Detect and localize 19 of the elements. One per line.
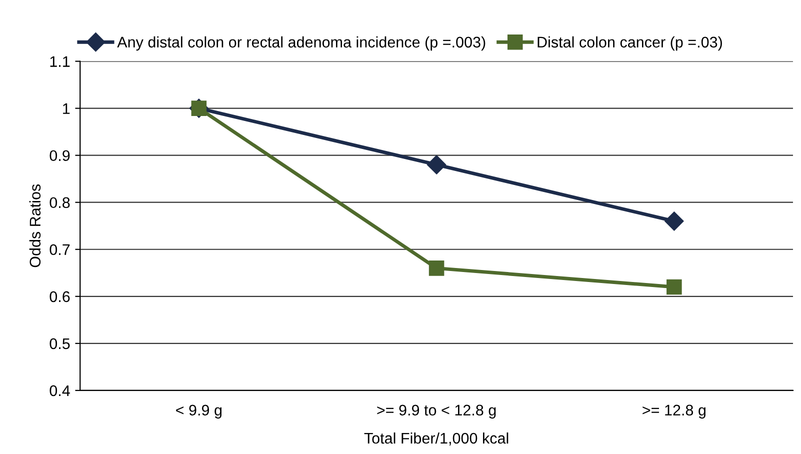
y-tick-label: 1.1 <box>50 56 70 67</box>
y-tick-label: 0.6 <box>50 291 70 302</box>
y-tick-label: 0.7 <box>50 244 70 256</box>
y-tick-label: 0.5 <box>50 338 70 350</box>
x-axis-title: Total Fiber/1,000 kcal <box>364 432 508 446</box>
point <box>428 260 444 276</box>
point <box>664 212 684 231</box>
y-tick-label: 0.4 <box>50 385 70 396</box>
point <box>666 279 682 295</box>
x-tick-label: >= 12.8 g <box>642 404 706 419</box>
point <box>427 155 446 174</box>
y-tick-label: 0.8 <box>50 197 70 208</box>
x-tick-label: < 9.9 g <box>176 404 222 419</box>
legend-label: Any distal colon or rectal adenoma incidence (p =.003) <box>117 36 486 51</box>
x-tick-label: >= 9.9 to < 12.8 g <box>377 404 496 419</box>
y-tick-label: 1 <box>63 103 70 114</box>
y-axis-title: Odds Ratios <box>29 184 41 268</box>
y-tick-label: 0.9 <box>50 150 70 162</box>
legend-label: Distal colon cancer (p =.03) <box>538 36 722 51</box>
